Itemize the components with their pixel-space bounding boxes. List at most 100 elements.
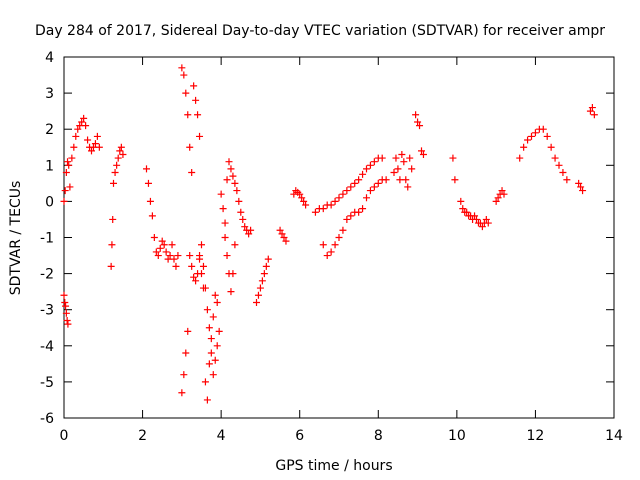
data-point — [164, 255, 172, 263]
series-O — [516, 125, 571, 184]
data-point — [563, 176, 571, 184]
data-point — [451, 176, 459, 184]
series-M — [457, 197, 492, 231]
data-point — [188, 169, 196, 177]
data-point — [68, 154, 76, 162]
y-tick-label: -4 — [40, 339, 54, 355]
data-point — [198, 241, 205, 249]
data-point — [65, 161, 73, 169]
data-point — [205, 360, 213, 368]
data-point — [62, 169, 70, 177]
data-point — [577, 183, 585, 191]
data-point — [579, 187, 587, 195]
data-point — [168, 241, 176, 249]
data-point — [82, 122, 90, 130]
data-point — [237, 208, 245, 216]
data-point — [457, 197, 465, 205]
data-point — [231, 179, 239, 187]
data-point — [355, 208, 363, 216]
data-point — [203, 396, 211, 404]
data-point — [180, 71, 188, 79]
data-point — [374, 179, 382, 187]
data-point — [520, 143, 528, 151]
data-point — [60, 291, 68, 299]
y-tick-label: -1 — [40, 231, 54, 247]
data-point — [363, 194, 370, 202]
data-point — [459, 205, 467, 213]
data-point — [61, 187, 69, 195]
data-point — [221, 234, 229, 241]
series-F — [253, 255, 272, 306]
data-point — [235, 197, 243, 205]
data-point — [182, 89, 190, 97]
data-point — [108, 241, 116, 249]
data-point — [323, 252, 331, 260]
data-point — [335, 234, 343, 241]
data-point — [319, 241, 327, 249]
series-Q — [586, 104, 598, 119]
data-point — [359, 205, 367, 213]
data-point — [192, 277, 200, 285]
data-point — [419, 150, 427, 158]
data-point — [256, 284, 264, 292]
data-point — [390, 169, 398, 177]
data-point — [482, 215, 490, 223]
data-point — [484, 219, 492, 227]
data-point — [201, 378, 209, 386]
data-point — [211, 291, 219, 299]
x-axis-ticks: 0 2 4 6 8 10 12 14 — [60, 57, 623, 444]
data-point — [95, 143, 103, 151]
data-point — [160, 241, 168, 249]
series-P — [575, 179, 587, 195]
data-points — [60, 64, 598, 404]
data-point — [184, 111, 192, 119]
data-point — [575, 179, 583, 187]
series-A-early — [60, 114, 103, 205]
series-C — [143, 165, 182, 270]
data-point — [262, 262, 270, 270]
data-point — [152, 248, 160, 256]
data-point — [219, 205, 227, 213]
data-point — [117, 143, 125, 151]
data-point — [254, 291, 262, 299]
data-point — [74, 125, 82, 133]
data-point — [335, 194, 343, 202]
x-tick-label: 10 — [448, 428, 466, 444]
data-point — [463, 208, 471, 216]
y-tick-label: -2 — [40, 267, 54, 283]
series-A-dip — [60, 291, 72, 328]
data-point — [278, 230, 286, 238]
series-I-lower — [319, 176, 390, 260]
data-point — [327, 201, 335, 209]
data-point — [182, 349, 190, 357]
data-point — [590, 111, 598, 119]
data-point — [188, 262, 196, 270]
x-tick-label: 8 — [374, 428, 383, 444]
data-point — [296, 190, 304, 198]
data-point — [498, 187, 506, 195]
data-point — [217, 190, 225, 198]
data-point — [227, 288, 235, 296]
data-point — [190, 273, 198, 281]
data-point — [80, 114, 88, 122]
data-point — [359, 170, 367, 178]
data-point — [370, 158, 378, 166]
data-point — [70, 143, 78, 151]
data-point — [282, 237, 290, 245]
data-point — [400, 158, 408, 166]
data-point — [588, 104, 596, 112]
series-H — [290, 187, 310, 209]
data-point — [194, 111, 202, 119]
data-point — [449, 154, 457, 162]
data-point — [221, 219, 229, 227]
y-axis-ticks: -6 -5 -4 -3 -2 -1 0 1 2 3 4 — [40, 50, 614, 427]
data-point — [280, 234, 288, 241]
data-point — [119, 150, 127, 158]
data-point — [61, 298, 69, 306]
x-tick-label: 4 — [217, 428, 226, 444]
data-point — [148, 212, 156, 220]
data-point — [192, 96, 200, 104]
series-N — [492, 187, 508, 205]
data-point — [471, 212, 479, 220]
data-point — [343, 215, 351, 223]
